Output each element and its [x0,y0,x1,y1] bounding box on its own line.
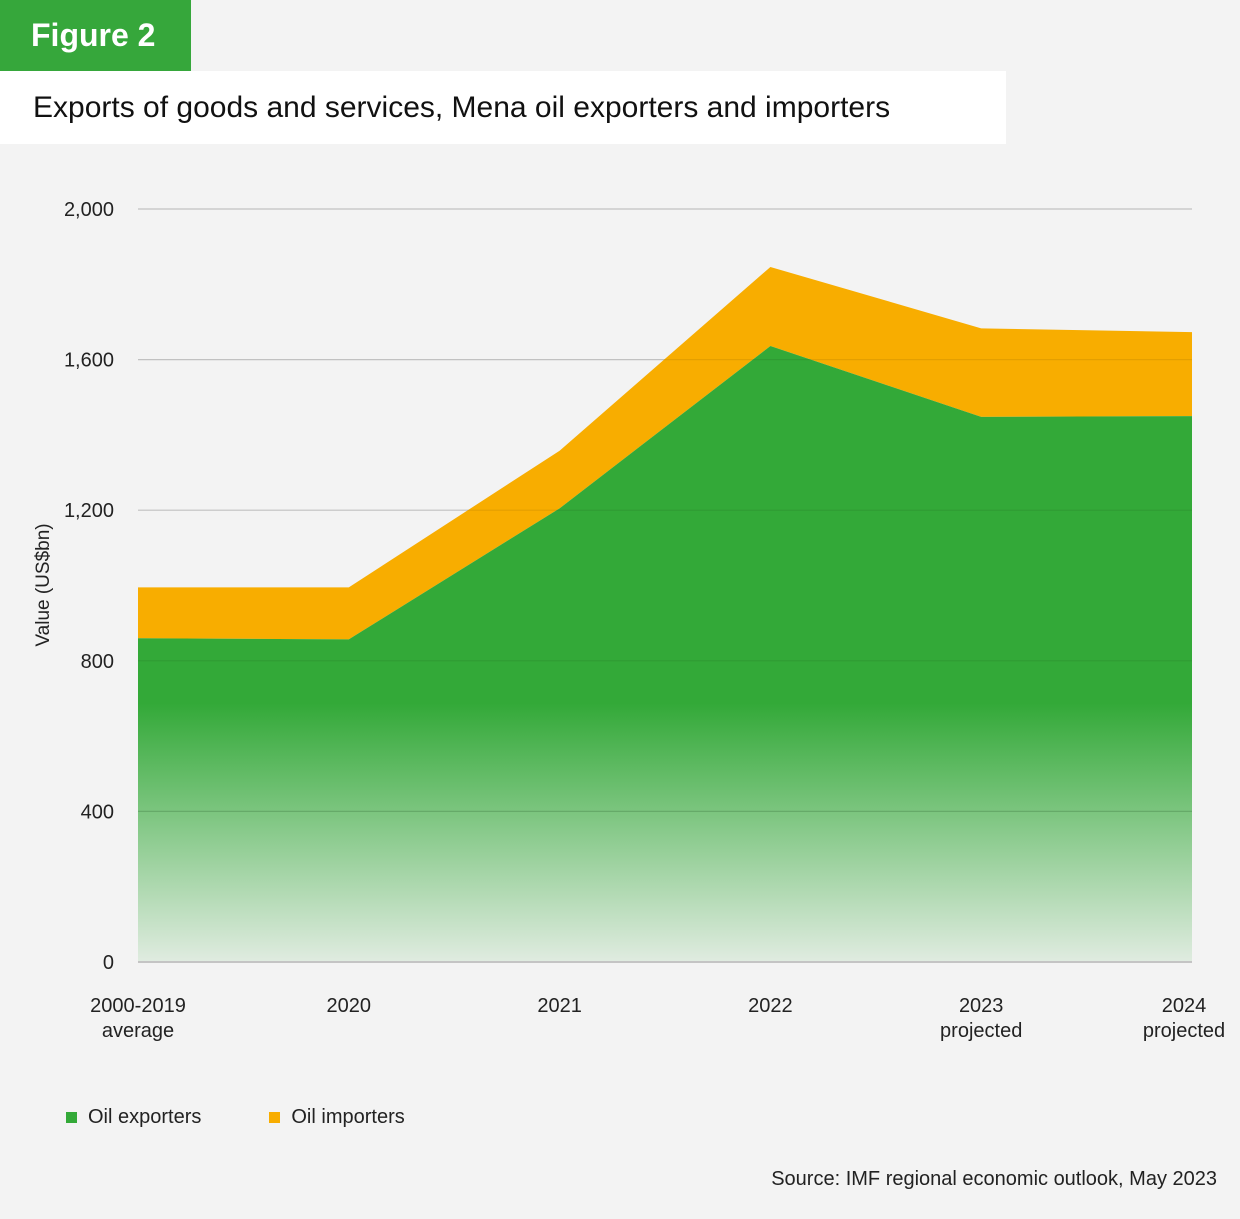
y-tick-label: 800 [81,651,114,673]
x-tick-label: 2024 projected [1143,995,1225,1042]
source-note: Source: IMF regional economic outlook, M… [771,1168,1217,1190]
legend-label-oil-importers: Oil importers [291,1106,405,1128]
x-tick-label: 2022 [748,995,793,1017]
legend-swatch-oil-exporters [66,1112,77,1123]
legend-item-oil-importers: Oil importers [269,1106,405,1129]
area-oil-exporters [138,346,1192,962]
y-tick-label: 1,600 [64,350,114,372]
x-tick-label: 2020 [327,995,372,1017]
y-tick-label: 0 [103,952,114,974]
legend: Oil exporters Oil importers [66,1106,473,1129]
legend-label-oil-exporters: Oil exporters [88,1106,202,1128]
x-tick-label: 2000-2019 average [90,995,186,1042]
chart-title: Exports of goods and services, Mena oil … [0,71,1006,144]
x-tick-label: 2023 projected [940,995,1022,1042]
figure-label: Figure 2 [0,0,191,71]
y-tick-label: 2,000 [64,199,114,221]
axes: 0 400 800 1,200 1,600 2,000 2000-2019 average 20… [64,199,1225,1042]
y-tick-label: 1,200 [64,500,114,522]
y-tick-label: 400 [81,801,114,823]
area-oil-importers [138,266,1192,640]
legend-item-oil-exporters: Oil exporters [66,1106,201,1129]
area-series [138,208,1192,962]
x-tick-label: 2021 [537,995,582,1017]
legend-swatch-oil-importers [269,1112,281,1123]
y-axis-label: Value (US$bn) [33,523,54,646]
